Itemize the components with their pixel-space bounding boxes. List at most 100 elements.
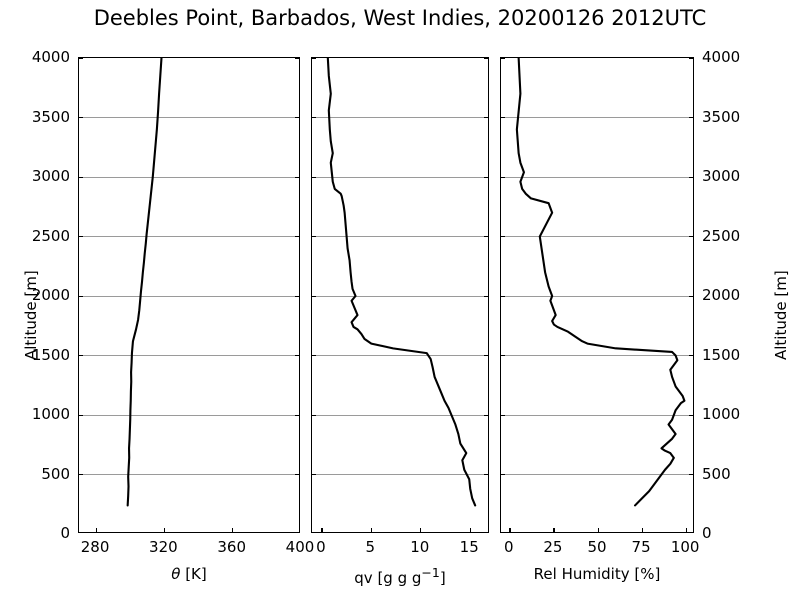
y-tick-mark <box>484 474 488 476</box>
y-tick-label-right: 500 <box>702 464 731 483</box>
y-tick-mark <box>295 355 299 357</box>
gridline <box>501 295 693 297</box>
x-tick-mark <box>95 528 97 532</box>
gridline <box>312 414 488 416</box>
y-tick-label-left: 1000 <box>31 405 70 423</box>
y-axis-label-right: Altitude [m] <box>772 270 790 360</box>
y-tick-mark <box>501 117 505 119</box>
x-tick-mark <box>321 528 323 532</box>
y-tick-mark <box>79 414 83 416</box>
gridline <box>79 355 299 356</box>
series-line <box>326 58 477 507</box>
x-axis-label-theta: θ [K] <box>171 565 207 583</box>
x-tick-mark <box>553 528 555 532</box>
y-tick-mark <box>501 295 505 297</box>
y-tick-mark <box>501 355 505 357</box>
y-tick-mark <box>295 414 299 416</box>
y-tick-mark <box>501 176 505 178</box>
y-tick-mark <box>484 295 488 297</box>
x-tick-mark <box>685 528 687 532</box>
x-tick-mark <box>232 528 234 532</box>
y-tick-label-right: 2500 <box>702 226 741 245</box>
series-line <box>126 58 163 507</box>
y-tick-mark <box>484 236 488 238</box>
profile-curve-rh <box>515 58 686 507</box>
gridline <box>501 355 693 356</box>
gridline <box>79 117 299 118</box>
y-tick-mark <box>689 176 693 178</box>
gridline <box>79 295 299 297</box>
x-tick-label: 280 <box>80 538 110 556</box>
x-tick-label: 50 <box>587 538 607 556</box>
y-tick-mark <box>79 474 83 476</box>
y-tick-mark <box>689 474 693 476</box>
y-tick-mark <box>295 295 299 297</box>
y-tick-label-left: 4000 <box>31 48 70 66</box>
gridline <box>79 474 299 475</box>
y-tick-mark <box>484 117 488 119</box>
gridline <box>501 117 693 118</box>
y-tick-label-left: 0 <box>60 524 70 542</box>
panel-qv <box>311 57 489 533</box>
x-tick-label: 400 <box>285 538 315 556</box>
gridline <box>501 474 693 475</box>
y-tick-mark <box>79 176 83 178</box>
y-tick-mark <box>79 295 83 297</box>
x-tick-mark <box>163 528 166 532</box>
x-axis-label-rh: Rel Humidity [%] <box>533 565 661 583</box>
x-tick-label: 100 <box>670 538 700 556</box>
y-tick-mark <box>501 474 505 476</box>
x-tick-mark <box>597 528 599 532</box>
y-tick-label-left: 500 <box>41 464 70 483</box>
figure-title: Deebles Point, Barbados, West Indies, 20… <box>93 6 707 30</box>
y-tick-label-left: 1500 <box>31 345 70 364</box>
y-tick-label-left: 3000 <box>31 167 70 185</box>
y-tick-mark <box>689 58 693 59</box>
panel-theta <box>78 57 300 533</box>
gridline <box>312 176 488 178</box>
y-tick-mark <box>484 58 488 59</box>
y-tick-mark <box>484 414 488 416</box>
x-tick-label: 0 <box>316 538 326 556</box>
y-tick-mark <box>484 355 488 357</box>
y-tick-label-right: 3500 <box>702 107 741 126</box>
gridline <box>79 236 299 237</box>
y-tick-mark <box>79 58 83 59</box>
y-tick-mark <box>295 117 299 119</box>
y-tick-mark <box>312 117 316 119</box>
x-tick-label: 0 <box>504 538 514 556</box>
x-tick-label: 5 <box>365 538 376 556</box>
gridline <box>501 176 693 178</box>
y-tick-mark <box>312 236 316 238</box>
y-tick-mark <box>689 295 693 297</box>
profile-curve-theta <box>126 58 163 507</box>
x-axis-label-qv: qv [g g g−1] <box>354 565 446 587</box>
gridline <box>79 414 299 416</box>
y-tick-label-left: 2500 <box>31 226 70 245</box>
y-tick-label-right: 1500 <box>702 345 741 364</box>
y-tick-label-right: 3000 <box>702 167 741 185</box>
series-line <box>515 58 686 507</box>
y-tick-mark <box>295 58 299 59</box>
x-tick-label: 360 <box>217 538 246 556</box>
gridline <box>79 176 299 178</box>
y-tick-mark <box>312 58 316 59</box>
y-tick-mark <box>79 236 83 238</box>
y-tick-label-left: 3500 <box>31 107 70 126</box>
y-tick-mark <box>312 176 316 178</box>
y-tick-mark <box>312 414 316 416</box>
panel-rh <box>500 57 694 533</box>
y-tick-mark <box>501 236 505 238</box>
y-tick-mark <box>501 58 505 59</box>
y-tick-mark <box>689 414 693 416</box>
gridline <box>312 474 488 475</box>
y-tick-mark <box>79 355 83 357</box>
y-tick-mark <box>295 474 299 476</box>
x-tick-label: 320 <box>149 538 178 556</box>
y-tick-mark <box>312 355 316 357</box>
x-tick-mark <box>370 528 373 532</box>
y-tick-mark <box>689 236 693 238</box>
y-tick-label-right: 1000 <box>702 405 741 423</box>
x-tick-mark <box>641 528 643 532</box>
